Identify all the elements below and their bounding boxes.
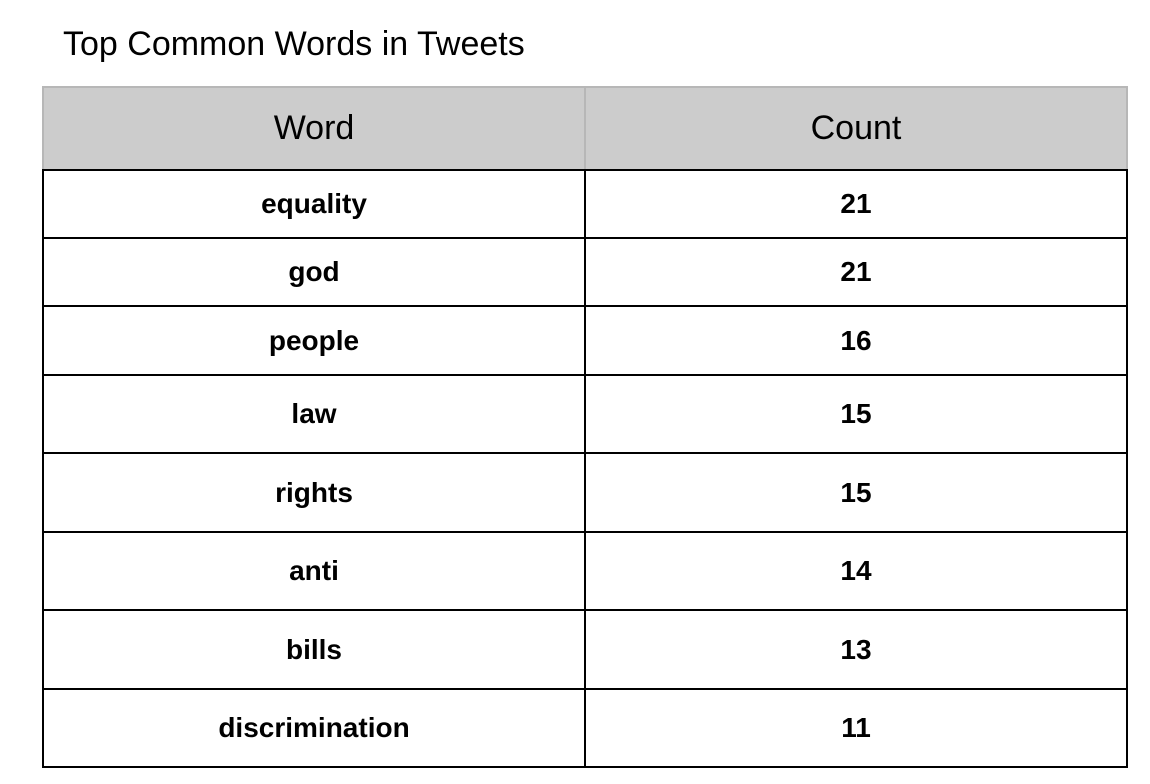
table-row: anti 14 (42, 531, 1128, 611)
table-row: discrimination 11 (42, 688, 1128, 768)
count-cell: 11 (584, 688, 1128, 768)
word-cell: bills (42, 609, 586, 690)
table-row: bills 13 (42, 609, 1128, 690)
table-row: god 21 (42, 237, 1128, 307)
common-words-table: Word Count equality 21 god 21 people 16 law 15 r… (42, 86, 1128, 768)
word-cell: god (42, 237, 586, 307)
count-cell: 15 (584, 452, 1128, 533)
column-header-count: Count (584, 86, 1128, 171)
column-header-word: Word (42, 86, 586, 171)
table-row: people 16 (42, 305, 1128, 376)
word-cell: equality (42, 169, 586, 239)
count-cell: 13 (584, 609, 1128, 690)
word-cell: rights (42, 452, 586, 533)
count-cell: 15 (584, 374, 1128, 454)
count-cell: 16 (584, 305, 1128, 376)
count-cell: 21 (584, 237, 1128, 307)
count-cell: 14 (584, 531, 1128, 611)
header-row: Word Count (42, 86, 1128, 171)
count-cell: 21 (584, 169, 1128, 239)
word-cell: anti (42, 531, 586, 611)
table-body: equality 21 god 21 people 16 law 15 rights 15 anti… (42, 169, 1128, 768)
table-row: law 15 (42, 374, 1128, 454)
word-cell: discrimination (42, 688, 586, 768)
table-title: Top Common Words in Tweets (63, 25, 525, 63)
table-row: rights 15 (42, 452, 1128, 533)
word-cell: law (42, 374, 586, 454)
word-cell: people (42, 305, 586, 376)
table-row: equality 21 (42, 169, 1128, 239)
